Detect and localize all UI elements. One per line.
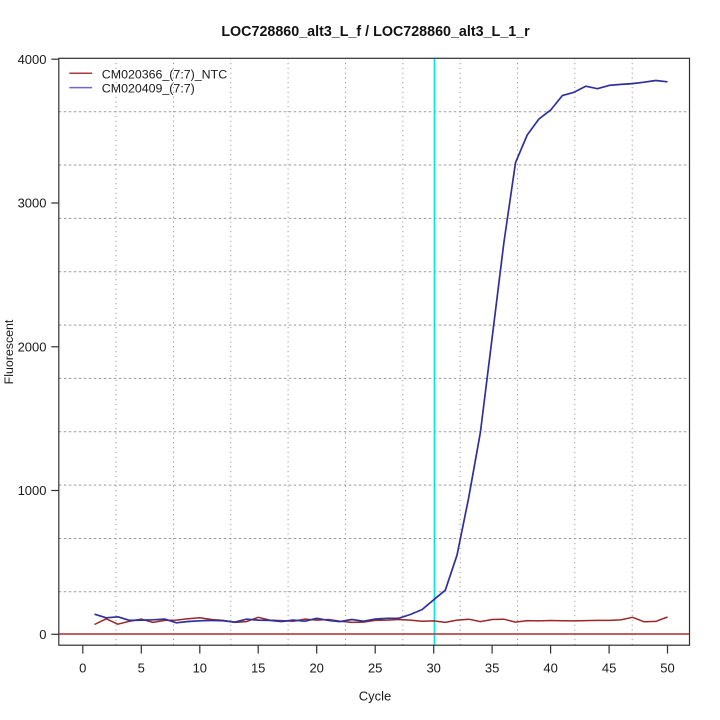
svg-text:20: 20 xyxy=(309,661,323,676)
svg-text:1000: 1000 xyxy=(18,483,47,498)
svg-text:Fluorescent: Fluorescent xyxy=(2,319,16,384)
svg-text:15: 15 xyxy=(251,661,265,676)
svg-text:50: 50 xyxy=(660,661,674,676)
svg-text:4000: 4000 xyxy=(18,52,47,67)
svg-text:0: 0 xyxy=(79,661,86,676)
svg-text:CM020409_(7:7): CM020409_(7:7) xyxy=(102,82,195,96)
svg-text:CM020366_(7:7)_NTC: CM020366_(7:7)_NTC xyxy=(102,67,227,81)
svg-text:25: 25 xyxy=(368,661,382,676)
svg-text:5: 5 xyxy=(138,661,145,676)
svg-text:40: 40 xyxy=(543,661,557,676)
svg-text:0: 0 xyxy=(39,627,46,642)
svg-text:Cycle: Cycle xyxy=(359,689,392,704)
svg-text:30: 30 xyxy=(426,661,440,676)
svg-text:2000: 2000 xyxy=(18,339,47,354)
svg-text:3000: 3000 xyxy=(18,196,47,211)
svg-text:LOC728860_alt3_L_f / LOC728860: LOC728860_alt3_L_f / LOC728860_alt3_L_1_… xyxy=(221,24,530,40)
svg-text:45: 45 xyxy=(602,661,616,676)
svg-text:10: 10 xyxy=(193,661,207,676)
svg-text:35: 35 xyxy=(485,661,499,676)
